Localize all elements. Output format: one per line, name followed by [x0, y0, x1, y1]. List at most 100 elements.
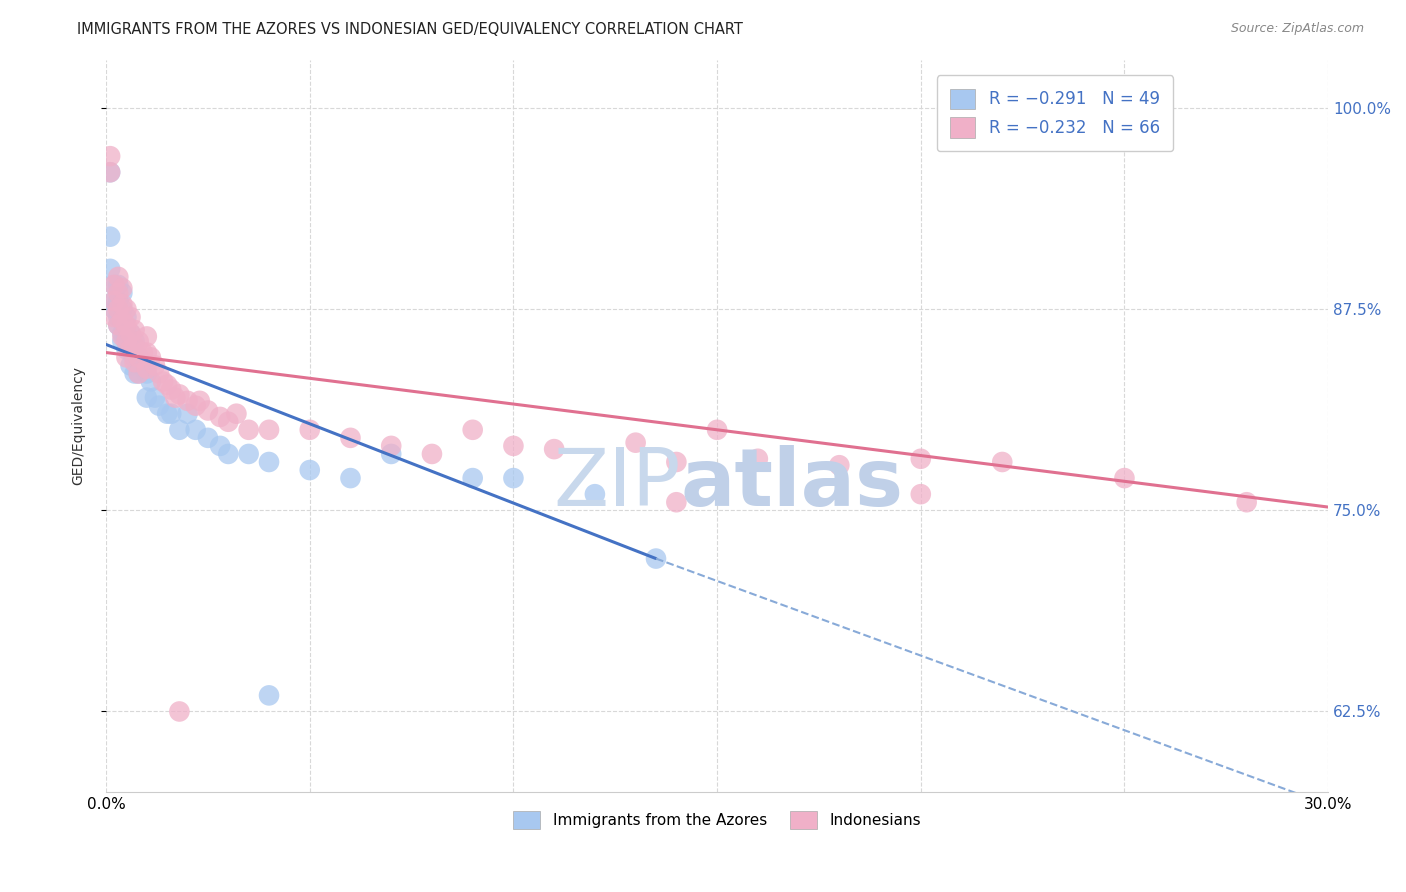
Point: [115, 334, 138, 349]
Point: [152, 375, 174, 389]
Point: [209, 409, 232, 424]
Point: [107, 310, 129, 325]
Point: [197, 403, 219, 417]
Point: [339, 431, 361, 445]
Point: [98, 229, 121, 244]
Text: atlas: atlas: [681, 445, 904, 524]
Point: [148, 399, 170, 413]
Point: [461, 423, 484, 437]
Point: [910, 451, 932, 466]
Point: [139, 375, 162, 389]
Point: [111, 313, 134, 327]
Point: [107, 277, 129, 292]
Point: [111, 329, 134, 343]
Point: [124, 323, 146, 337]
Point: [107, 293, 129, 308]
Point: [107, 318, 129, 333]
Point: [120, 326, 142, 341]
Point: [747, 451, 769, 466]
Point: [143, 391, 166, 405]
Point: [120, 343, 142, 357]
Point: [910, 487, 932, 501]
Point: [139, 351, 162, 365]
Point: [502, 471, 524, 485]
Point: [103, 293, 125, 308]
Point: [380, 447, 402, 461]
Point: [624, 435, 647, 450]
Point: [132, 359, 155, 373]
Point: [120, 326, 142, 341]
Point: [828, 458, 851, 473]
Point: [257, 423, 280, 437]
Point: [115, 351, 138, 365]
Point: [124, 367, 146, 381]
Point: [380, 439, 402, 453]
Point: [135, 391, 157, 405]
Point: [132, 345, 155, 359]
Point: [98, 165, 121, 179]
Point: [128, 351, 150, 365]
Point: [461, 471, 484, 485]
Point: [98, 261, 121, 276]
Point: [176, 393, 198, 408]
Text: IMMIGRANTS FROM THE AZORES VS INDONESIAN GED/EQUIVALENCY CORRELATION CHART: IMMIGRANTS FROM THE AZORES VS INDONESIAN…: [77, 22, 744, 37]
Point: [257, 689, 280, 703]
Point: [339, 471, 361, 485]
Point: [107, 318, 129, 333]
Text: Source: ZipAtlas.com: Source: ZipAtlas.com: [1230, 22, 1364, 36]
Point: [124, 351, 146, 365]
Point: [1114, 471, 1136, 485]
Point: [103, 277, 125, 292]
Point: [107, 302, 129, 317]
Point: [115, 343, 138, 357]
Point: [502, 439, 524, 453]
Point: [111, 297, 134, 311]
Point: [120, 310, 142, 325]
Point: [665, 495, 688, 509]
Point: [103, 277, 125, 292]
Point: [188, 393, 211, 408]
Point: [115, 310, 138, 325]
Point: [991, 455, 1014, 469]
Point: [197, 431, 219, 445]
Point: [124, 355, 146, 369]
Point: [128, 367, 150, 381]
Point: [120, 359, 142, 373]
Point: [156, 407, 179, 421]
Point: [169, 423, 191, 437]
Point: [111, 302, 134, 317]
Point: [176, 407, 198, 421]
Point: [543, 442, 565, 456]
Point: [298, 423, 321, 437]
Point: [107, 285, 129, 300]
Point: [420, 447, 443, 461]
Point: [160, 383, 183, 397]
Point: [209, 439, 232, 453]
Point: [111, 334, 134, 349]
Point: [184, 399, 207, 413]
Point: [111, 326, 134, 341]
Point: [124, 339, 146, 353]
Point: [103, 293, 125, 308]
Point: [225, 407, 247, 421]
Point: [143, 359, 166, 373]
Point: [111, 281, 134, 295]
Y-axis label: GED/Equivalency: GED/Equivalency: [72, 367, 86, 485]
Point: [135, 361, 157, 376]
Point: [128, 367, 150, 381]
Point: [103, 302, 125, 317]
Point: [107, 269, 129, 284]
Point: [111, 285, 134, 300]
Point: [124, 334, 146, 349]
Point: [257, 455, 280, 469]
Text: ZIP: ZIP: [553, 445, 681, 524]
Point: [115, 302, 138, 317]
Point: [156, 377, 179, 392]
Point: [184, 423, 207, 437]
Point: [165, 391, 187, 405]
Point: [98, 149, 121, 163]
Legend: Immigrants from the Azores, Indonesians: Immigrants from the Azores, Indonesians: [508, 805, 928, 836]
Point: [115, 326, 138, 341]
Point: [1236, 495, 1258, 509]
Point: [169, 705, 191, 719]
